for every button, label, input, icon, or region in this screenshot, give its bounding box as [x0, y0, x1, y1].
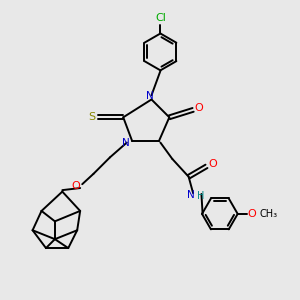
Text: N: N: [187, 190, 195, 200]
Text: Cl: Cl: [155, 13, 166, 23]
Text: O: O: [247, 209, 256, 219]
Text: H: H: [197, 191, 205, 201]
Text: S: S: [88, 112, 95, 122]
Text: N: N: [146, 91, 154, 100]
Text: CH₃: CH₃: [259, 209, 277, 220]
Text: O: O: [195, 103, 203, 113]
Text: N: N: [122, 138, 130, 148]
Text: O: O: [71, 181, 80, 191]
Text: O: O: [208, 159, 217, 169]
